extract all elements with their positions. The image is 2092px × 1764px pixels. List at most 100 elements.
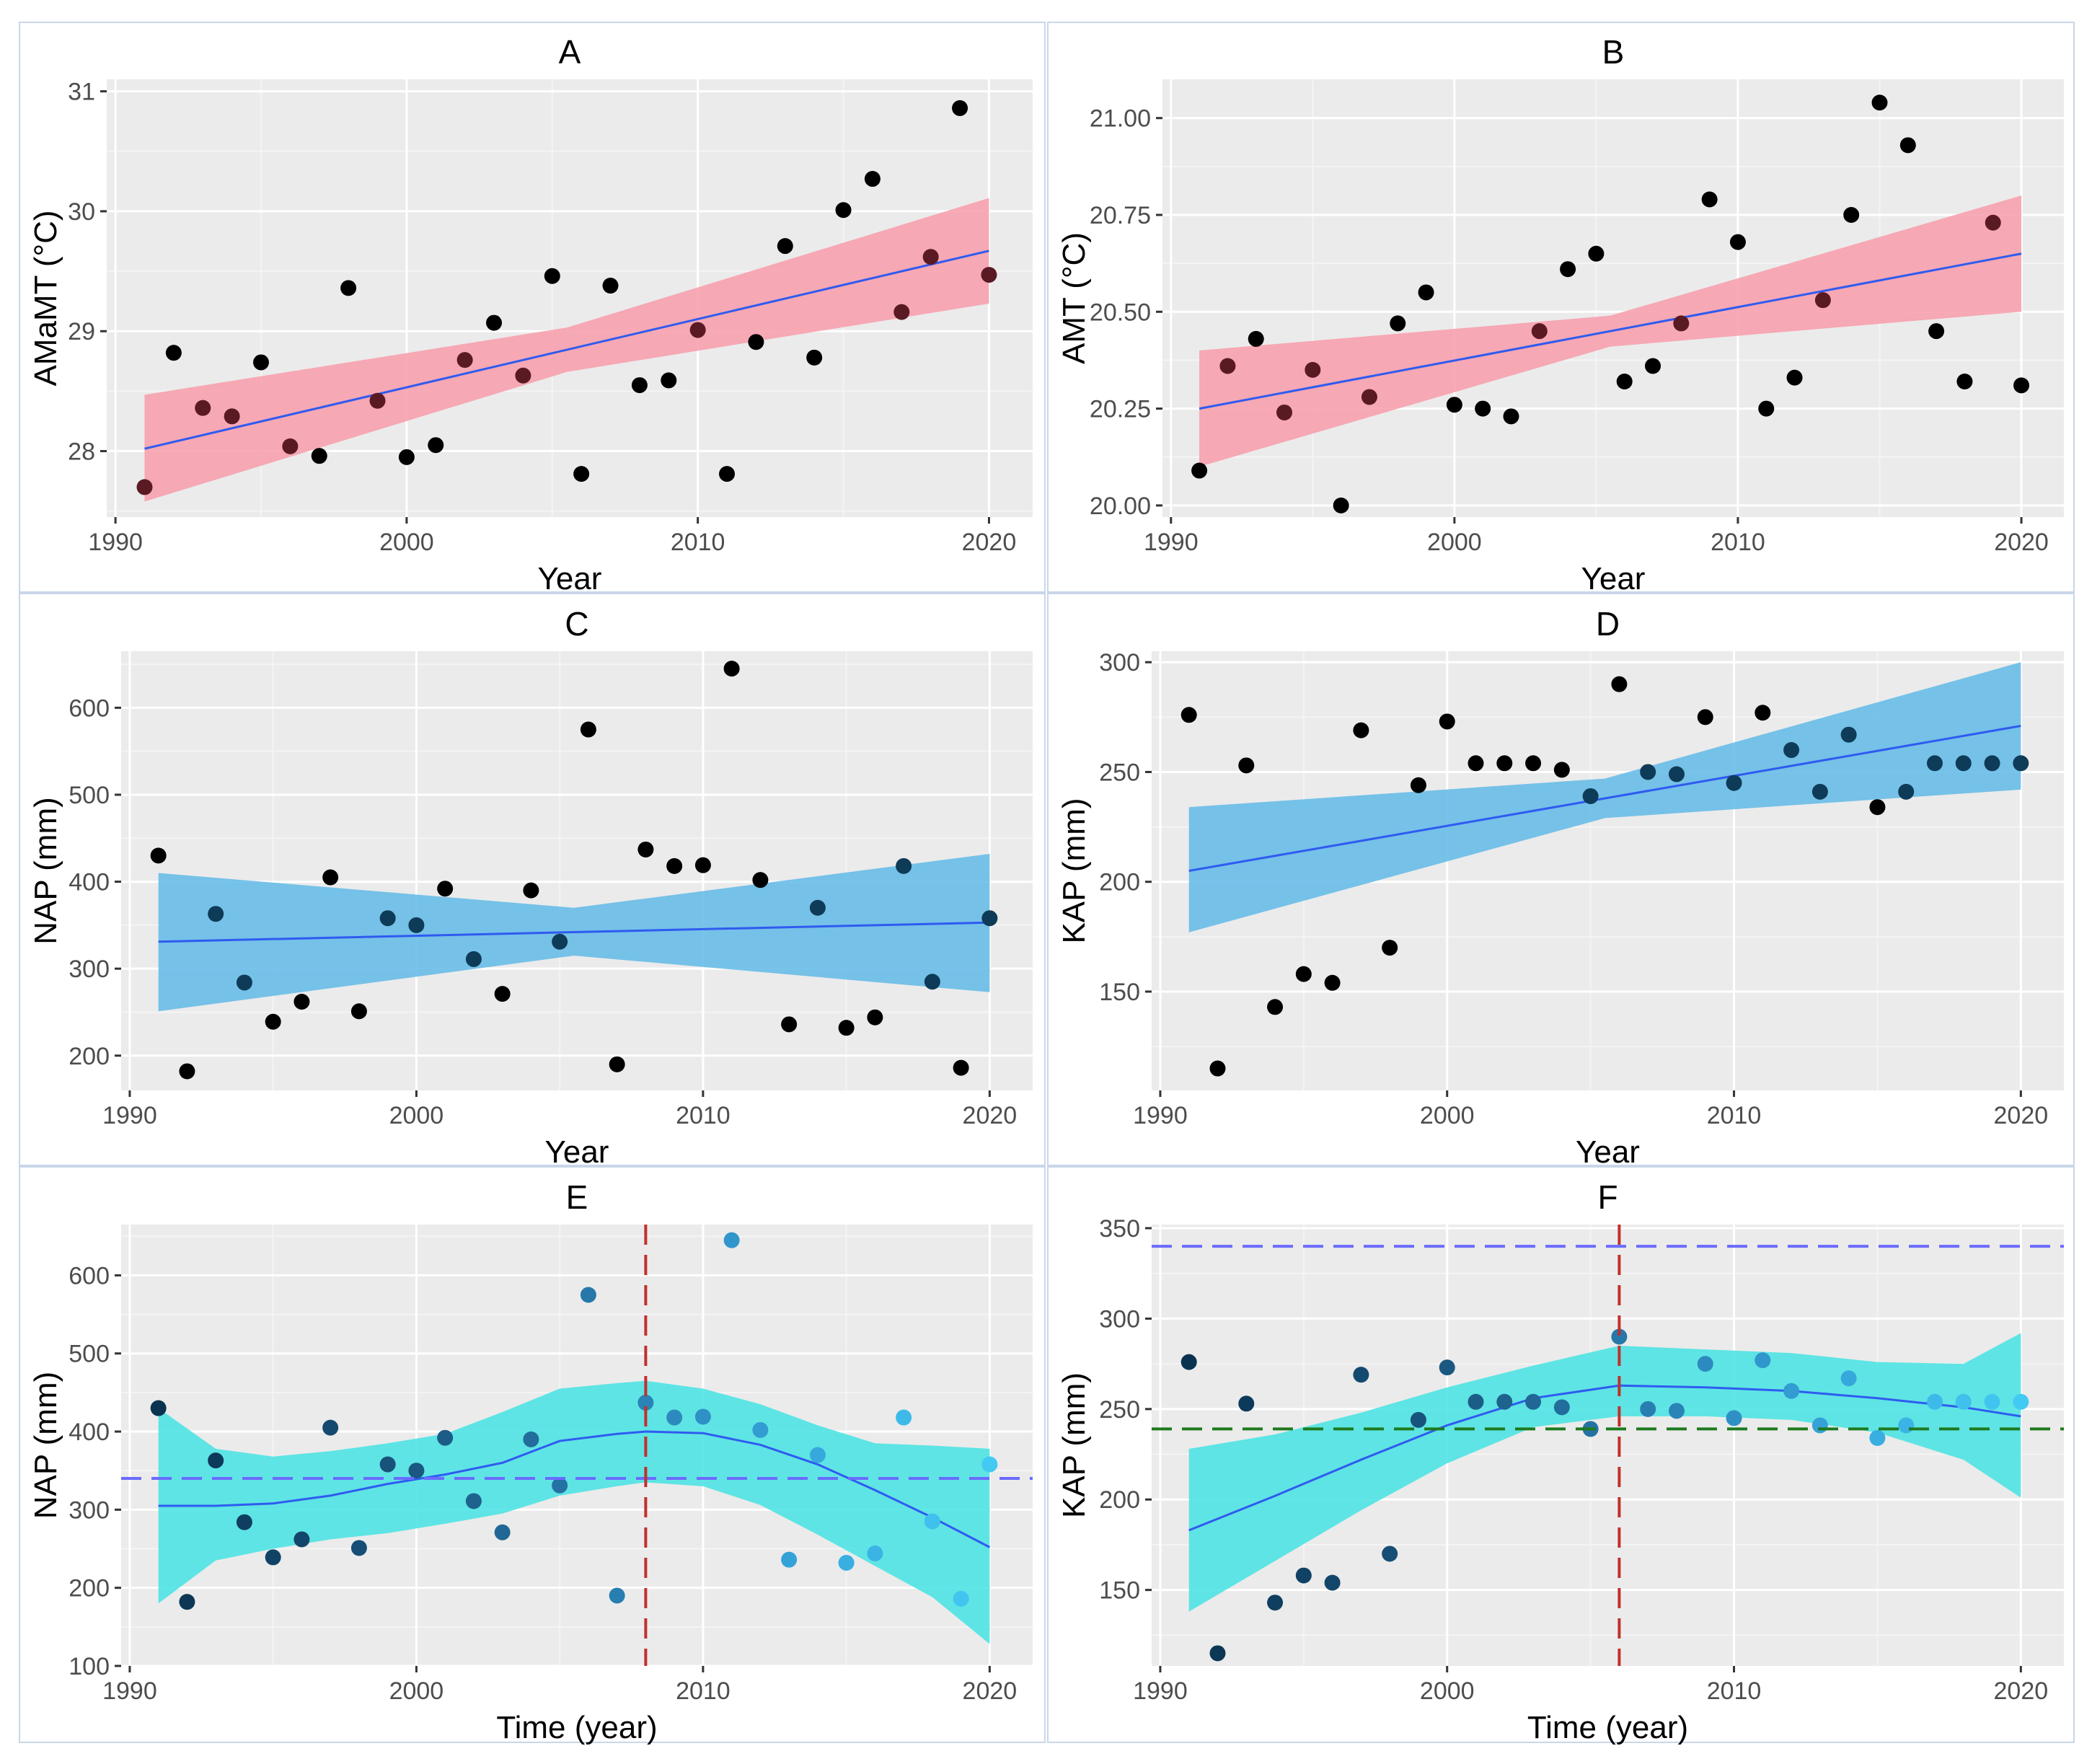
y-tick-label: 28 bbox=[68, 438, 95, 466]
y-tick-label: 100 bbox=[69, 1653, 110, 1680]
data-point bbox=[748, 334, 764, 350]
chart-d: 1990 2000 2010 2020 150 200 250 300 D Year KAP (mm… bbox=[1056, 605, 2064, 1170]
data-point bbox=[1786, 369, 1803, 386]
data-point bbox=[282, 438, 299, 454]
data-point bbox=[1668, 766, 1685, 782]
y-axis-title: AMaMT (°C) bbox=[28, 210, 63, 386]
data-point bbox=[661, 372, 677, 389]
data-point bbox=[1324, 1574, 1341, 1591]
y-tick-label: 250 bbox=[1099, 759, 1140, 786]
data-point bbox=[1503, 408, 1519, 425]
data-point bbox=[631, 377, 648, 394]
data-point bbox=[179, 1594, 195, 1610]
data-point bbox=[165, 345, 182, 361]
data-point bbox=[311, 448, 327, 464]
x-tick-label: 2020 bbox=[962, 529, 1017, 556]
data-point bbox=[1238, 757, 1255, 774]
data-point bbox=[552, 1477, 568, 1494]
data-point bbox=[494, 1524, 511, 1540]
data-point bbox=[552, 933, 568, 950]
chart-c: 1990 2000 2010 2020 200 300 400 500 600 C Year NAP … bbox=[28, 605, 1033, 1170]
data-point bbox=[1475, 400, 1491, 417]
x-tick-label: 2000 bbox=[1420, 1677, 1475, 1705]
data-point bbox=[437, 1429, 454, 1446]
data-point bbox=[1525, 755, 1542, 772]
data-point bbox=[265, 1549, 281, 1566]
data-point bbox=[1783, 742, 1800, 759]
data-point bbox=[694, 1408, 711, 1425]
data-point bbox=[806, 349, 823, 366]
y-tick-label: 200 bbox=[69, 1043, 110, 1070]
data-point bbox=[465, 1493, 482, 1509]
data-point bbox=[835, 202, 852, 219]
data-point bbox=[1553, 1399, 1570, 1416]
data-point bbox=[1295, 966, 1312, 982]
data-point bbox=[1361, 389, 1377, 405]
y-tick-label: 600 bbox=[69, 694, 110, 722]
data-point bbox=[294, 993, 310, 1010]
trend-line bbox=[1199, 252, 2022, 410]
y-tick-label: 200 bbox=[69, 1575, 110, 1602]
data-point bbox=[350, 1540, 367, 1556]
data-point bbox=[1267, 1595, 1284, 1611]
data-point bbox=[1410, 1411, 1426, 1428]
x-tick-label: 1990 bbox=[102, 1102, 157, 1129]
data-point bbox=[1869, 1429, 1886, 1446]
data-point bbox=[224, 408, 240, 425]
data-point bbox=[2013, 1393, 2029, 1410]
data-point bbox=[1553, 762, 1570, 778]
y-tick-label: 20.75 bbox=[1090, 202, 1151, 229]
data-point bbox=[294, 1531, 310, 1548]
data-point bbox=[1219, 358, 1236, 374]
chart-title: A bbox=[559, 33, 581, 71]
x-tick-label: 2020 bbox=[963, 1102, 1018, 1129]
x-tick-label: 2000 bbox=[379, 529, 434, 556]
data-point bbox=[1984, 755, 2000, 772]
y-tick-label: 150 bbox=[1099, 1577, 1140, 1605]
data-point bbox=[1755, 1352, 1771, 1369]
x-tick-label: 2010 bbox=[676, 1677, 731, 1705]
y-tick-label: 30 bbox=[68, 198, 95, 226]
data-point bbox=[838, 1555, 855, 1571]
data-point bbox=[428, 437, 444, 454]
x-tick-label: 1990 bbox=[102, 1677, 157, 1705]
data-point bbox=[1468, 1393, 1484, 1410]
data-point bbox=[1898, 1417, 1915, 1434]
data-point bbox=[637, 841, 654, 857]
data-point bbox=[136, 479, 153, 495]
data-point bbox=[208, 906, 224, 922]
data-point bbox=[1238, 1395, 1255, 1412]
data-point bbox=[924, 1513, 940, 1530]
y-tick-label: 21.00 bbox=[1090, 105, 1151, 133]
data-point bbox=[195, 400, 211, 416]
data-point bbox=[236, 1514, 252, 1530]
y-tick-label: 29 bbox=[68, 318, 95, 345]
data-point bbox=[1333, 497, 1349, 513]
data-point bbox=[1446, 397, 1462, 413]
data-point bbox=[1840, 1370, 1857, 1387]
data-point bbox=[752, 872, 769, 888]
data-point bbox=[1843, 207, 1860, 224]
data-point bbox=[1956, 373, 1973, 389]
data-point bbox=[893, 304, 910, 320]
data-point bbox=[1984, 1393, 2000, 1410]
data-point bbox=[1496, 755, 1513, 772]
data-point bbox=[580, 1287, 596, 1303]
chart-title: F bbox=[1597, 1178, 1617, 1216]
data-point bbox=[1390, 315, 1406, 332]
data-point bbox=[1324, 974, 1341, 991]
data-point bbox=[179, 1063, 195, 1080]
data-point bbox=[1814, 292, 1831, 309]
data-point bbox=[981, 267, 997, 283]
chart-b: 1990 2000 2010 2020 20.00 20.25 20.50 20.75 21.0… bbox=[1056, 33, 2064, 596]
chart-title: E bbox=[566, 1178, 588, 1216]
data-point bbox=[486, 314, 503, 331]
y-tick-label: 400 bbox=[69, 1419, 110, 1446]
y-tick-label: 200 bbox=[1099, 869, 1140, 896]
confidence-band bbox=[1188, 1333, 2021, 1612]
data-point bbox=[981, 910, 998, 927]
data-point bbox=[1410, 777, 1426, 793]
data-point bbox=[515, 367, 531, 384]
x-axis-title: Year bbox=[545, 1134, 609, 1170]
data-point bbox=[781, 1551, 798, 1568]
